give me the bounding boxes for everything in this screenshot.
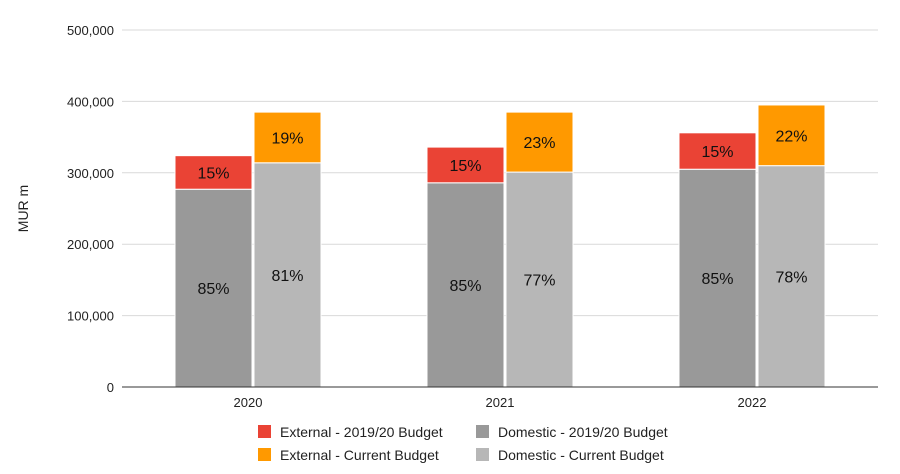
- data-label: 78%: [775, 269, 807, 286]
- data-label: 15%: [449, 158, 481, 175]
- y-tick-label: 300,000: [67, 166, 114, 181]
- bar-external-current-budget: [505, 111, 574, 173]
- legend-label: External - Current Budget: [280, 447, 439, 463]
- data-label: 85%: [449, 278, 481, 295]
- data-label: 15%: [197, 165, 229, 182]
- data-label: 85%: [701, 271, 733, 288]
- bar-external-current-budget: [253, 111, 322, 164]
- y-tick-label: 100,000: [67, 309, 114, 324]
- data-label: 77%: [523, 273, 555, 290]
- bar-external-2019-20-budget: [426, 146, 505, 184]
- y-tick-label: 0: [107, 380, 114, 395]
- data-label: 22%: [775, 128, 807, 145]
- data-label: 23%: [523, 135, 555, 152]
- bar-external-2019-20-budget: [678, 132, 757, 170]
- y-tick-label: 500,000: [67, 23, 114, 38]
- legend-label: External - 2019/20 Budget: [280, 424, 443, 440]
- bar-domestic-2019-20-budget: [678, 168, 757, 388]
- legend-label: Domestic - 2019/20 Budget: [498, 424, 668, 440]
- bar-external-current-budget: [757, 104, 826, 167]
- x-tick-label: 2022: [738, 395, 767, 410]
- legend-swatch: [476, 448, 489, 461]
- data-label: 19%: [271, 130, 303, 147]
- legend-label: Domestic - Current Budget: [498, 447, 664, 463]
- bar-domestic-current-budget: [757, 165, 826, 388]
- y-tick-label: 200,000: [67, 237, 114, 252]
- data-label: 85%: [197, 281, 229, 298]
- legend-swatch: [476, 425, 489, 438]
- bar-domestic-2019-20-budget: [174, 188, 253, 388]
- x-tick-label: 2020: [234, 395, 263, 410]
- y-tick-label: 400,000: [67, 94, 114, 109]
- y-axis-title: MUR m: [15, 185, 31, 232]
- data-label: 81%: [271, 268, 303, 285]
- bar-external-2019-20-budget: [174, 155, 253, 190]
- x-tick-label: 2021: [486, 395, 515, 410]
- legend-swatch: [258, 448, 271, 461]
- legend-swatch: [258, 425, 271, 438]
- data-label: 15%: [701, 144, 733, 161]
- bar-domestic-current-budget: [505, 171, 574, 388]
